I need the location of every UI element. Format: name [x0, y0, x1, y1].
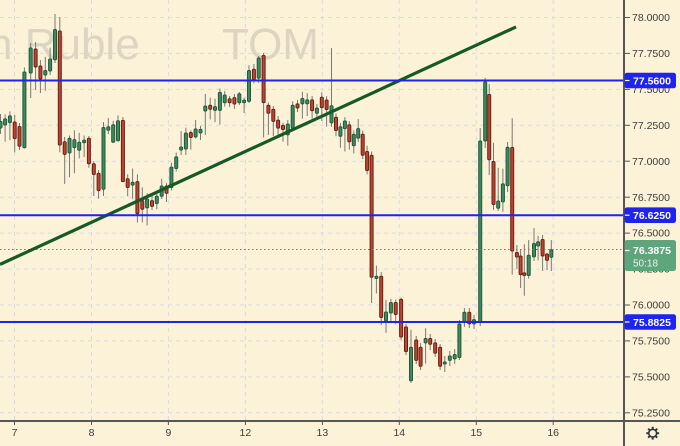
- svg-text:n Ruble: n Ruble: [0, 20, 140, 69]
- svg-text:50:18: 50:18: [633, 259, 658, 270]
- svg-text:77.0000: 77.0000: [632, 156, 670, 168]
- svg-text:76.5000: 76.5000: [632, 228, 670, 240]
- svg-text:75.5000: 75.5000: [632, 372, 670, 384]
- svg-text:77.2500: 77.2500: [632, 120, 670, 132]
- svg-text:9: 9: [165, 427, 171, 439]
- svg-text:TOM: TOM: [222, 20, 319, 69]
- svg-text:7: 7: [12, 427, 18, 439]
- svg-text:8: 8: [89, 427, 95, 439]
- svg-text:77.5600: 77.5600: [633, 75, 671, 87]
- svg-text:14: 14: [393, 427, 405, 439]
- svg-text:76.6250: 76.6250: [633, 210, 671, 222]
- svg-text:76.3875: 76.3875: [633, 245, 671, 257]
- svg-text:77.7500: 77.7500: [632, 48, 670, 60]
- svg-text:76.0000: 76.0000: [632, 300, 670, 312]
- svg-text:15: 15: [470, 427, 482, 439]
- svg-text:16: 16: [547, 427, 559, 439]
- svg-text:12: 12: [240, 427, 252, 439]
- svg-text:78.0000: 78.0000: [632, 12, 670, 24]
- svg-text:13: 13: [317, 427, 329, 439]
- svg-text:75.7500: 75.7500: [632, 336, 670, 348]
- svg-text:75.8825: 75.8825: [633, 317, 671, 329]
- svg-text:76.7500: 76.7500: [632, 192, 670, 204]
- svg-text:75.2500: 75.2500: [632, 407, 670, 419]
